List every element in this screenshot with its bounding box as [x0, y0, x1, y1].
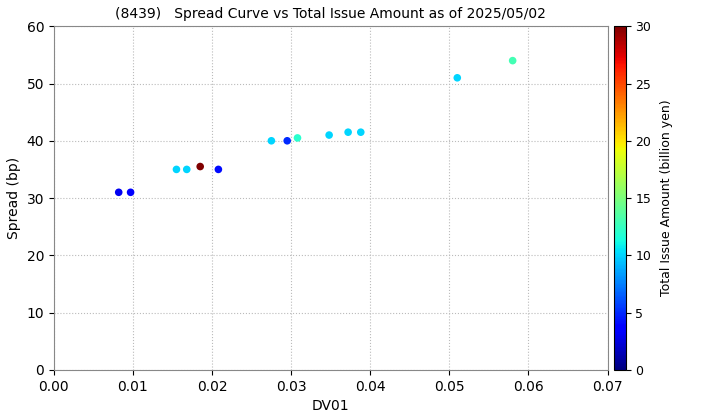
- Point: [323, 132, 335, 139]
- Point: [266, 137, 277, 144]
- Point: [292, 134, 303, 141]
- Point: [113, 189, 125, 196]
- Point: [507, 57, 518, 64]
- Title: (8439)   Spread Curve vs Total Issue Amount as of 2025/05/02: (8439) Spread Curve vs Total Issue Amoun…: [115, 7, 546, 21]
- Point: [171, 166, 182, 173]
- Point: [451, 74, 463, 81]
- Point: [342, 129, 354, 136]
- Y-axis label: Total Issue Amount (billion yen): Total Issue Amount (billion yen): [660, 100, 672, 297]
- Point: [355, 129, 366, 136]
- X-axis label: DV01: DV01: [312, 399, 349, 413]
- Point: [212, 166, 224, 173]
- Point: [194, 163, 206, 170]
- Y-axis label: Spread (bp): Spread (bp): [7, 157, 21, 239]
- Point: [282, 137, 293, 144]
- Point: [181, 166, 192, 173]
- Point: [125, 189, 136, 196]
